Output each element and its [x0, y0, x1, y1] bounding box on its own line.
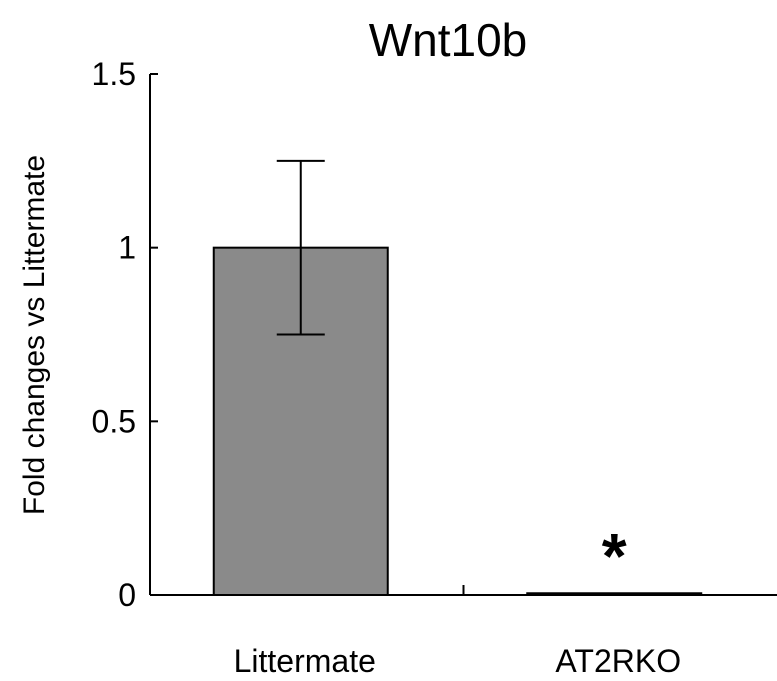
x-category-label: Littermate	[234, 643, 376, 679]
significance-marker: *	[602, 520, 627, 592]
plot-area: 0 0.5 1 1.5 Littermate * AT2RKO	[92, 56, 777, 679]
y-tick-label: 0.5	[92, 403, 136, 439]
x-category-label: AT2RKO	[555, 643, 681, 679]
y-tick-label: 1.5	[92, 56, 136, 92]
bar	[526, 592, 703, 596]
y-tick-label: 1	[118, 230, 136, 266]
y-tick-label: 0	[118, 577, 136, 613]
chart-title: Wnt10b	[369, 14, 528, 66]
y-axis-label: Fold changes vs Littermate	[18, 155, 51, 515]
